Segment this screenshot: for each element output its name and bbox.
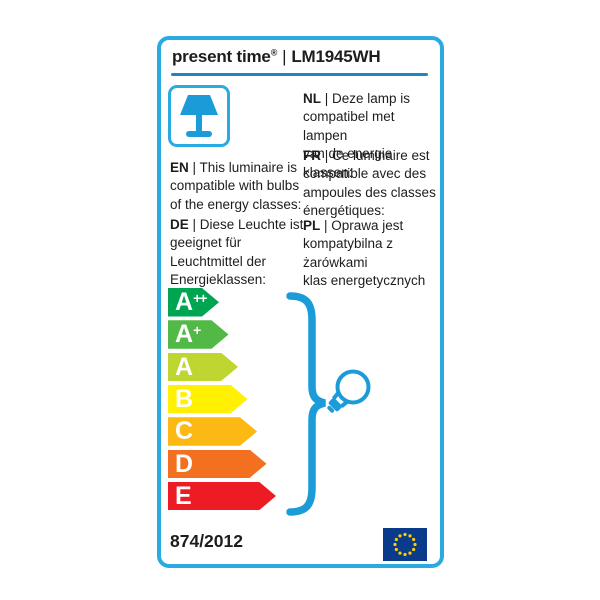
description-nl: NL | Deze lamp is compatibel met lampen … <box>303 90 440 182</box>
registered-trademark-symbol: ® <box>270 47 278 58</box>
energy-class-arrow-A: A <box>168 353 238 382</box>
eu-flag-stars <box>393 532 417 557</box>
eu-flag-icon <box>383 528 427 561</box>
desc-text-fr: | Ce luminaire est compatible avec des a… <box>303 148 436 219</box>
lang-code-nl: NL <box>303 91 321 106</box>
energy-label-card: present time® | LM1945WH EN | This luminai… <box>157 36 444 568</box>
energy-class-arrow-A+: A+ <box>168 320 229 349</box>
model-number: LM1945WH <box>291 47 381 66</box>
desc-text-nl: | Deze lamp is compatibel met lampen van… <box>303 91 411 180</box>
desc-text-en: | This luminaire is compatible with bulb… <box>170 160 302 212</box>
energy-class-arrow-E: E <box>168 482 276 511</box>
energy-class-letter: A+ <box>175 320 200 349</box>
regulation-number: 874/2012 <box>170 531 243 551</box>
energy-class-arrow-D: D <box>168 450 267 479</box>
energy-class-arrow-C: C <box>168 417 257 446</box>
header-divider <box>171 73 428 76</box>
description-en: EN | This luminaire is compatible with b… <box>170 159 301 214</box>
table-lamp-glyph <box>180 95 218 137</box>
table-lamp-icon <box>168 85 230 147</box>
lang-code-fr: FR <box>303 148 321 163</box>
energy-class-letter: E <box>175 481 191 510</box>
lang-code-de: DE <box>170 217 189 232</box>
header-separator: | <box>282 47 287 66</box>
energy-class-letter: C <box>175 417 193 446</box>
description-de: DE | Diese Leuchte ist geeignet für Leuc… <box>170 216 303 290</box>
lang-code-pl: PL <box>303 218 321 233</box>
energy-class-arrow-B: B <box>168 385 248 414</box>
energy-class-letter: B <box>175 384 193 413</box>
energy-class-letter: A++ <box>175 288 206 316</box>
description-pl: PL | Oprawa jest kompatybilna z żarówkam… <box>303 217 425 291</box>
description-fr: FR | Ce luminaire est compatible avec de… <box>303 147 436 221</box>
energy-class-letter: A <box>175 352 193 381</box>
desc-text-de: | Diese Leuchte ist geeignet für Leuchtm… <box>170 217 304 288</box>
light-bulb-icon <box>327 369 371 413</box>
energy-class-arrow-A++: A++ <box>168 288 219 317</box>
lang-code-en: EN <box>170 160 189 175</box>
energy-class-letter: D <box>175 449 193 478</box>
desc-text-pl: | Oprawa jest kompatybilna z żarówkami k… <box>303 218 426 289</box>
brace-and-bulb-graphic <box>286 292 371 516</box>
label-header: present time® | LM1945WH <box>172 47 381 67</box>
curly-brace <box>286 292 326 516</box>
brand-name: present time <box>172 47 271 66</box>
